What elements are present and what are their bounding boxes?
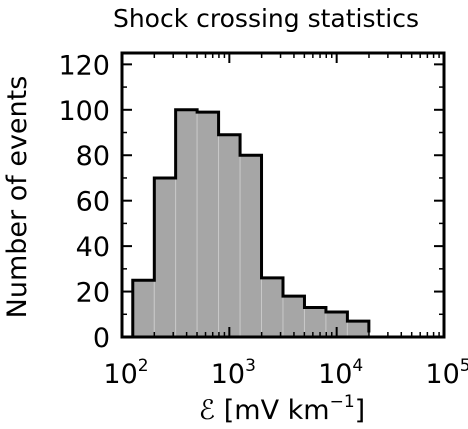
- x-tick-exponent: 4: [352, 356, 363, 376]
- x-axis-label: ℰ [mV km−1]: [199, 392, 365, 426]
- chart-title: Shock crossing statistics: [113, 4, 419, 33]
- histogram-bar: [282, 295, 305, 338]
- y-axis-label: Number of events: [2, 76, 33, 319]
- x-tick-label: 103: [211, 356, 256, 390]
- y-tick-label: 120: [58, 50, 110, 81]
- y-tick-label: 100: [58, 96, 110, 127]
- x-axis-label-symbol: ℰ: [199, 395, 215, 426]
- x-tick-base: 10: [103, 359, 137, 390]
- plot-frame: [120, 51, 446, 339]
- histogram-bar: [346, 320, 370, 338]
- x-tick-base: 10: [211, 359, 245, 390]
- histogram-bar: [153, 177, 177, 338]
- histogram-bar: [132, 279, 155, 338]
- x-tick-base: 10: [425, 359, 459, 390]
- histogram-bar: [218, 134, 241, 338]
- x-axis-label-exponent: −1: [330, 392, 355, 412]
- x-tick-label: 102: [103, 356, 148, 390]
- x-tick-labels: 102 103 104 105: [103, 356, 468, 390]
- x-tick-exponent: 3: [245, 356, 256, 376]
- x-tick-label: 105: [425, 356, 468, 390]
- y-tick-label: 80: [76, 141, 110, 172]
- y-tick-label: 20: [76, 278, 110, 309]
- x-axis-label-close: ]: [355, 395, 366, 426]
- histogram-bar: [261, 277, 284, 338]
- histogram-outline: [131, 108, 371, 337]
- axis-ticks: [121, 53, 445, 338]
- histogram-bars: [132, 109, 370, 338]
- y-tick-label: 0: [93, 323, 110, 354]
- histogram-bar: [175, 109, 198, 338]
- x-tick-exponent: 2: [138, 356, 149, 376]
- histogram-bar: [239, 154, 263, 338]
- x-tick-base: 10: [318, 359, 352, 390]
- x-tick-exponent: 5: [460, 356, 468, 376]
- x-axis-label-unit: [mV km: [215, 395, 329, 426]
- x-tick-label: 104: [318, 356, 363, 390]
- y-tick-labels: 0 20 40 60 80 100 120: [58, 50, 110, 354]
- histogram-bar: [303, 306, 327, 338]
- y-tick-label: 60: [76, 187, 110, 218]
- y-tick-label: 40: [76, 232, 110, 263]
- histogram-bar: [196, 111, 220, 338]
